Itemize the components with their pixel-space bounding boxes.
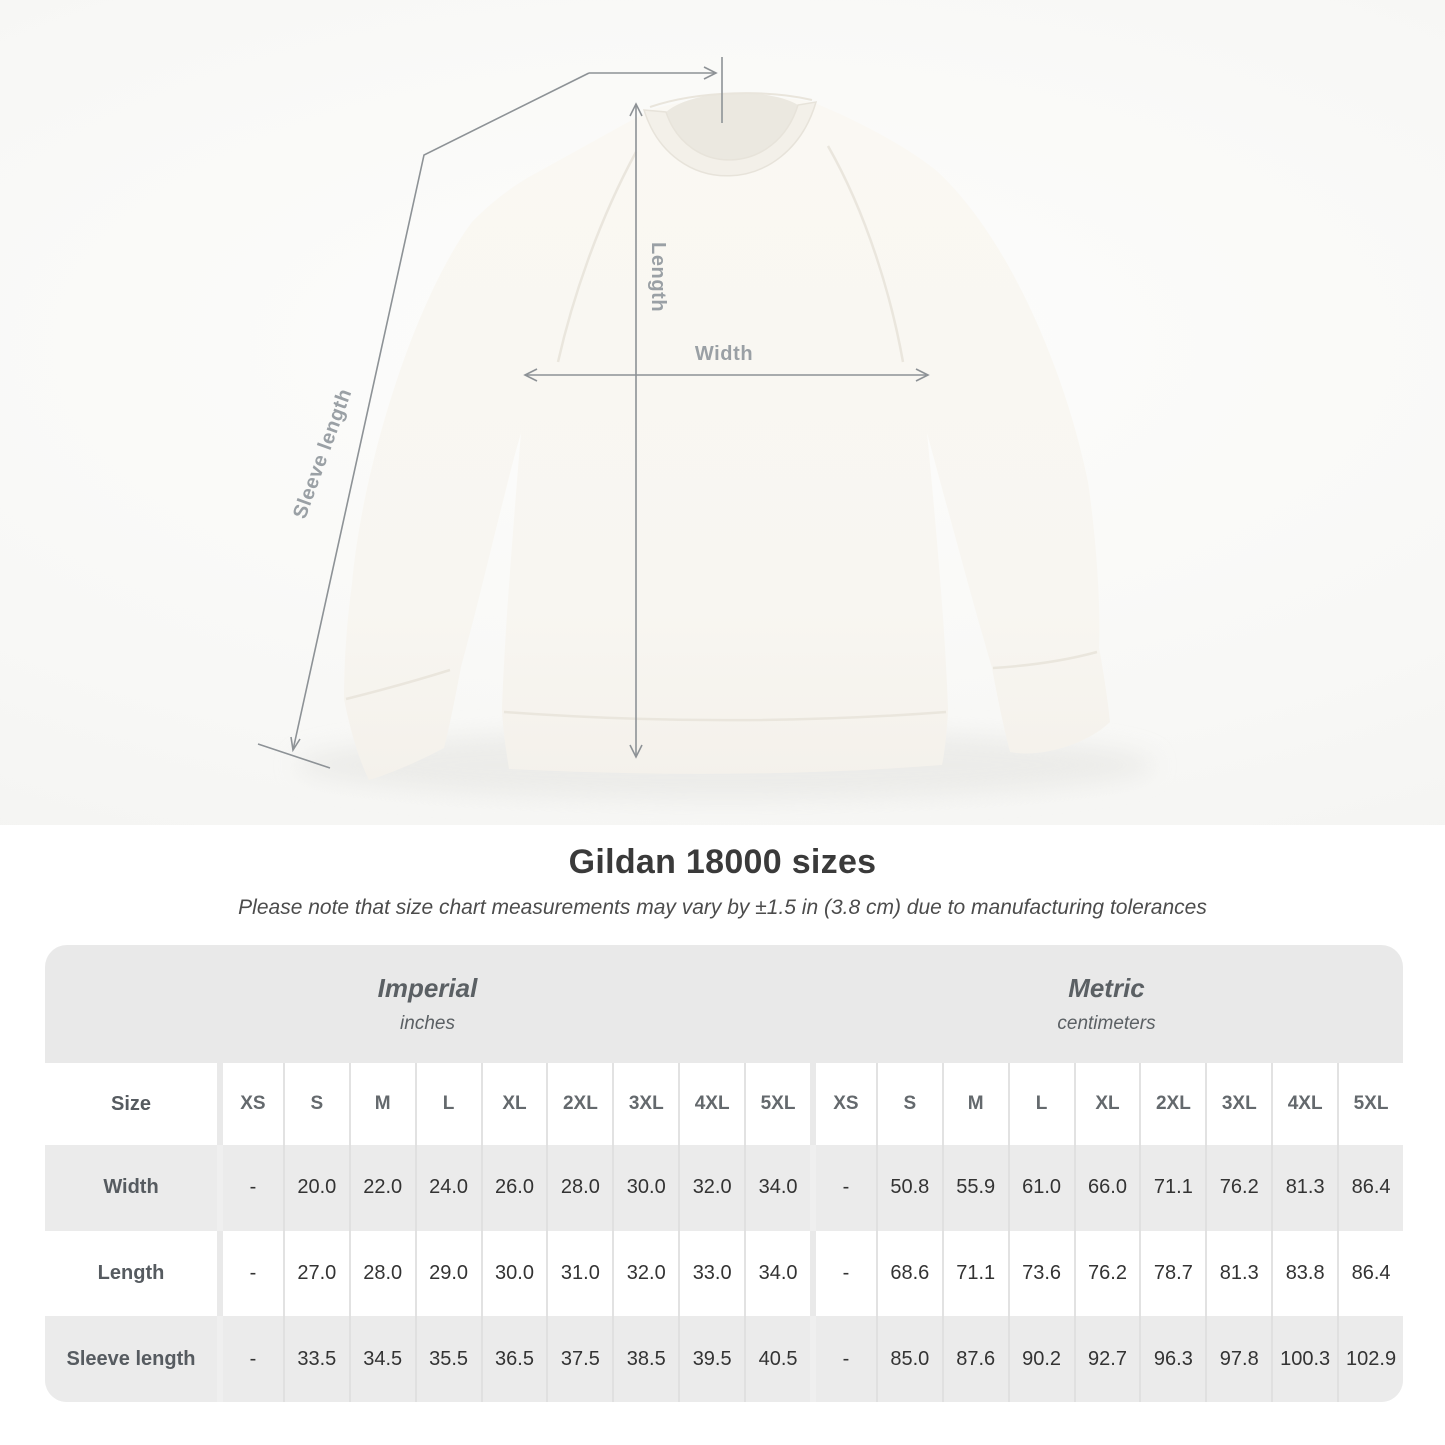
width-measure-label: Width (695, 343, 753, 365)
size-table: Imperial inches Metric centimeters Size X… (45, 945, 1403, 1402)
value-cell: 24.0 (414, 1145, 481, 1231)
value-cell: - (809, 1316, 876, 1402)
value-cell: 81.3 (1271, 1145, 1338, 1231)
imperial-group-header: Imperial inches (45, 945, 810, 1063)
size-header-cell: 2XL (1139, 1063, 1206, 1145)
value-cell: 26.0 (480, 1145, 547, 1231)
value-cell: 97.8 (1205, 1316, 1272, 1402)
value-cell: 87.6 (941, 1316, 1008, 1402)
size-header-cell: L (1007, 1063, 1074, 1145)
value-cell: 76.2 (1073, 1230, 1140, 1317)
value-cell: 86.4 (1337, 1230, 1403, 1317)
metric-group-unit: centimeters (1057, 1013, 1156, 1034)
value-cell: 29.0 (414, 1230, 481, 1317)
value-cell: 40.5 (744, 1316, 810, 1402)
value-cell: - (809, 1230, 876, 1317)
value-cell: 50.8 (875, 1145, 942, 1231)
value-cell: 96.3 (1139, 1316, 1206, 1402)
size-header-cell: XL (480, 1063, 547, 1145)
value-cell: 68.6 (875, 1230, 942, 1317)
value-cell: 36.5 (480, 1316, 547, 1402)
sweatshirt-measurement-illustration: Width Length Sleeve length (257, 57, 1155, 801)
size-header-cell: M (348, 1063, 415, 1145)
row-label: Length (45, 1230, 217, 1317)
size-header-cell: 4XL (678, 1063, 745, 1145)
value-cell: 71.1 (1139, 1145, 1206, 1231)
size-header-cell: 3XL (612, 1063, 679, 1145)
size-table-grid: Imperial inches Metric centimeters Size X… (45, 945, 1403, 1402)
value-cell: 22.0 (348, 1145, 415, 1231)
product-diagram: Width Length Sleeve length (0, 0, 1445, 825)
value-cell: 39.5 (678, 1316, 745, 1402)
value-cell: 102.9 (1337, 1316, 1403, 1402)
page-title: Gildan 18000 sizes (568, 843, 877, 881)
value-cell: 27.0 (282, 1230, 349, 1317)
value-cell: 33.5 (282, 1316, 349, 1402)
value-cell: 71.1 (941, 1230, 1008, 1317)
value-cell: 20.0 (282, 1145, 349, 1231)
value-cell: 33.0 (678, 1230, 745, 1317)
value-cell: 85.0 (875, 1316, 942, 1402)
value-cell: 86.4 (1337, 1145, 1403, 1231)
imperial-group-title: Imperial (377, 973, 478, 1003)
imperial-group-unit: inches (400, 1013, 455, 1034)
value-cell: 92.7 (1073, 1316, 1140, 1402)
row-label: Sleeve length (45, 1316, 217, 1402)
row-label: Width (45, 1145, 217, 1231)
size-header-cell: XL (1073, 1063, 1140, 1145)
value-cell: 28.0 (348, 1230, 415, 1317)
size-header-cell: 2XL (546, 1063, 613, 1145)
value-cell: 32.0 (678, 1145, 745, 1231)
value-cell: - (809, 1145, 876, 1231)
value-cell: 28.0 (546, 1145, 613, 1231)
value-cell: 100.3 (1271, 1316, 1338, 1402)
value-cell: 78.7 (1139, 1230, 1206, 1317)
value-cell: 31.0 (546, 1230, 613, 1317)
size-header-cell: XS (217, 1063, 283, 1145)
value-cell: 32.0 (612, 1230, 679, 1317)
measurement-lines (257, 57, 930, 769)
value-cell: 55.9 (941, 1145, 1008, 1231)
size-header-cell: S (282, 1063, 349, 1145)
sweatshirt-graphic (344, 92, 1110, 780)
size-header-cell: S (875, 1063, 942, 1145)
size-header-cell: 3XL (1205, 1063, 1272, 1145)
value-cell: 30.0 (612, 1145, 679, 1231)
metric-group-header: Metric centimeters (810, 945, 1403, 1063)
value-cell: 37.5 (546, 1316, 613, 1402)
sleeve-length-measure-label: Sleeve length (289, 386, 356, 522)
value-cell: 30.0 (480, 1230, 547, 1317)
size-header-cell: 4XL (1271, 1063, 1338, 1145)
value-cell: - (217, 1145, 283, 1231)
value-cell: - (217, 1316, 283, 1402)
size-header-cell: XS (809, 1063, 876, 1145)
value-cell: 38.5 (612, 1316, 679, 1402)
value-cell: 66.0 (1073, 1145, 1140, 1231)
size-column-header: Size (45, 1063, 217, 1145)
value-cell: 81.3 (1205, 1230, 1272, 1317)
value-cell: 76.2 (1205, 1145, 1272, 1231)
size-header-cell: L (414, 1063, 481, 1145)
value-cell: 83.8 (1271, 1230, 1338, 1317)
value-cell: 90.2 (1007, 1316, 1074, 1402)
size-header-cell: 5XL (1337, 1063, 1403, 1145)
value-cell: 73.6 (1007, 1230, 1074, 1317)
value-cell: 34.0 (744, 1230, 810, 1317)
value-cell: 61.0 (1007, 1145, 1074, 1231)
value-cell: 35.5 (414, 1316, 481, 1402)
disclaimer-text: Please note that size chart measurements… (238, 896, 1207, 919)
size-header-cell: 5XL (744, 1063, 810, 1145)
metric-group-title: Metric (1068, 973, 1145, 1003)
value-cell: 34.0 (744, 1145, 810, 1231)
size-header-cell: M (941, 1063, 1008, 1145)
length-measure-label: Length (647, 242, 669, 312)
value-cell: - (217, 1230, 283, 1317)
value-cell: 34.5 (348, 1316, 415, 1402)
